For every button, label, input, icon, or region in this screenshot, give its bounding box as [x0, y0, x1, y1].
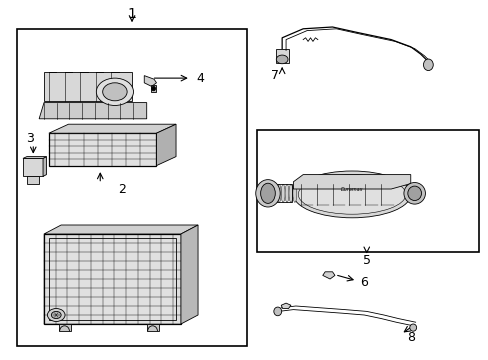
Ellipse shape: [423, 59, 432, 71]
Text: 2: 2: [118, 183, 126, 195]
Ellipse shape: [293, 171, 410, 218]
Polygon shape: [44, 72, 132, 101]
Ellipse shape: [281, 184, 285, 202]
Text: 5: 5: [362, 255, 370, 267]
Polygon shape: [49, 124, 176, 133]
Text: 8: 8: [406, 331, 414, 344]
Ellipse shape: [277, 184, 281, 202]
Ellipse shape: [292, 184, 296, 202]
Polygon shape: [43, 157, 46, 176]
Text: 4: 4: [196, 72, 204, 85]
Ellipse shape: [47, 309, 65, 321]
Polygon shape: [322, 272, 334, 279]
Text: 6: 6: [360, 276, 367, 289]
Bar: [49, 238, 176, 320]
Ellipse shape: [276, 55, 287, 64]
Ellipse shape: [298, 175, 405, 214]
Polygon shape: [281, 303, 290, 309]
Text: 7: 7: [270, 69, 278, 82]
Ellipse shape: [96, 78, 133, 105]
Text: 3: 3: [26, 132, 34, 145]
Ellipse shape: [255, 180, 280, 207]
Text: 1: 1: [127, 8, 136, 21]
Bar: [44, 234, 181, 324]
Ellipse shape: [151, 86, 155, 91]
Ellipse shape: [403, 183, 425, 204]
Ellipse shape: [273, 307, 281, 316]
Polygon shape: [44, 225, 198, 234]
Polygon shape: [23, 158, 43, 176]
Polygon shape: [144, 76, 156, 86]
Ellipse shape: [285, 184, 288, 202]
Text: Duramax: Duramax: [340, 186, 363, 192]
Bar: [276, 49, 288, 63]
Polygon shape: [181, 225, 198, 324]
Bar: [150, 85, 156, 92]
Polygon shape: [39, 103, 146, 119]
Bar: [256, 130, 478, 252]
Bar: [17, 29, 246, 346]
Ellipse shape: [260, 183, 275, 203]
Ellipse shape: [51, 311, 61, 319]
Ellipse shape: [102, 83, 127, 101]
Polygon shape: [27, 176, 39, 184]
Ellipse shape: [288, 184, 292, 202]
Polygon shape: [59, 324, 71, 331]
Polygon shape: [293, 175, 410, 189]
Polygon shape: [44, 234, 181, 324]
Polygon shape: [146, 324, 159, 331]
Ellipse shape: [409, 324, 416, 331]
Ellipse shape: [269, 184, 273, 202]
Polygon shape: [156, 124, 176, 166]
Ellipse shape: [273, 184, 277, 202]
FancyBboxPatch shape: [49, 133, 156, 166]
Ellipse shape: [407, 186, 421, 201]
Polygon shape: [23, 157, 46, 158]
